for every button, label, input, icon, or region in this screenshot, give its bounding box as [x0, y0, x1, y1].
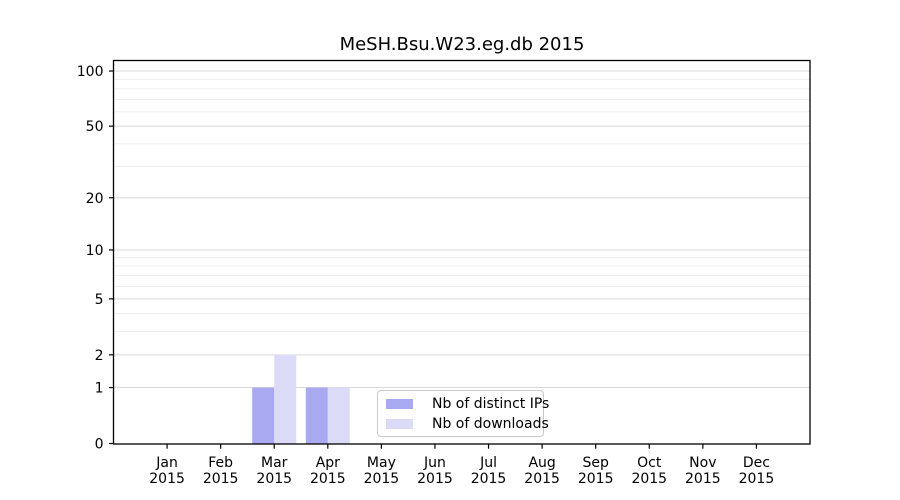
legend-item-distinct-ips: Nb of distinct IPs [378, 394, 549, 414]
x-tick-label-month: Apr [316, 455, 340, 471]
y-tick-label: 10 [86, 243, 104, 259]
x-tick-label-month: Jul [479, 455, 497, 471]
x-tick-label-year: 2015 [149, 471, 185, 487]
legend-label: Nb of distinct IPs [432, 395, 550, 412]
chart-title: MeSH.Bsu.W23.eg.db 2015 [339, 34, 585, 55]
x-tick-label-month: Jun [423, 455, 446, 471]
y-tick-label: 100 [77, 64, 104, 80]
y-tick-label: 1 [95, 381, 104, 397]
legend-item-downloads: Nb of downloads [378, 414, 549, 434]
y-tick-label: 2 [95, 348, 104, 364]
x-tick-label-month: Mar [261, 455, 288, 471]
x-tick-label-year: 2015 [364, 471, 400, 487]
legend-label: Nb of downloads [432, 415, 549, 432]
legend-swatch-downloads [386, 418, 413, 429]
x-tick-label-year: 2015 [578, 471, 614, 487]
y-tick-label: 0 [95, 437, 104, 453]
x-tick-label-year: 2015 [524, 471, 560, 487]
x-tick-label-year: 2015 [631, 471, 667, 487]
x-tick-label-month: Dec [743, 455, 770, 471]
x-tick-label-year: 2015 [256, 471, 292, 487]
y-tick-label: 5 [95, 292, 104, 308]
x-tick-label-month: May [367, 455, 396, 471]
x-tick-label-month: Jan [155, 455, 178, 471]
x-tick-label-year: 2015 [685, 471, 721, 487]
x-tick-label-year: 2015 [739, 471, 775, 487]
x-tick-label-year: 2015 [203, 471, 239, 487]
y-tick-label: 50 [86, 119, 104, 135]
legend-swatch-distinct-ips [386, 398, 413, 409]
bar-distinct-ips [305, 387, 328, 444]
x-tick-label-month: Oct [637, 455, 662, 471]
plot-frame [112, 59, 811, 445]
x-tick-label-month: Nov [689, 455, 716, 471]
x-tick-label-year: 2015 [310, 471, 346, 487]
x-tick-label-month: Aug [528, 455, 555, 471]
legend: Nb of distinct IPs Nb of downloads [377, 390, 549, 437]
bar-downloads [327, 387, 350, 444]
bar-distinct-ips [252, 387, 275, 444]
x-tick-label-year: 2015 [471, 471, 507, 487]
bar-downloads [274, 354, 297, 444]
x-tick-label-month: Sep [582, 455, 609, 471]
y-tick-label: 20 [86, 191, 104, 207]
x-tick-label-month: Feb [208, 455, 233, 471]
x-tick-label-year: 2015 [417, 471, 453, 487]
